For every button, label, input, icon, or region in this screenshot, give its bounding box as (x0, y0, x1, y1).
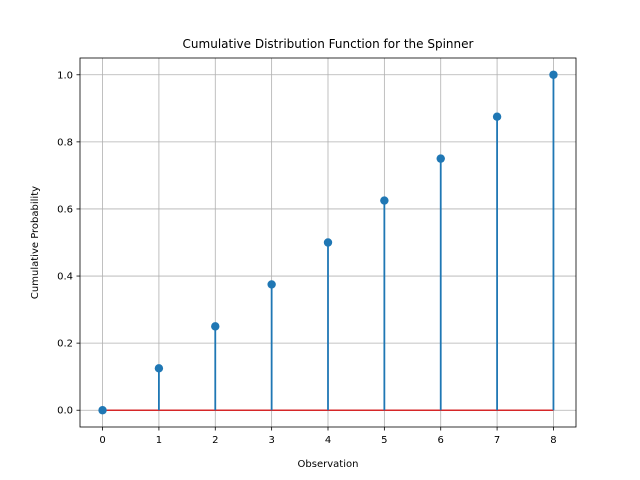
x-axis-label: Observation (298, 459, 359, 470)
x-tick-label-4: 4 (325, 435, 331, 446)
y-tick-label-3: 0.6 (57, 204, 73, 215)
markers (98, 70, 558, 415)
y-tick-label-2: 0.4 (57, 272, 73, 283)
stem-marker-3 (267, 280, 276, 289)
x-tick-label-6: 6 (438, 435, 444, 446)
stem-marker-5 (380, 196, 389, 205)
y-tick-label-1: 0.2 (57, 339, 73, 350)
stem-marker-8 (549, 70, 558, 79)
stem-marker-7 (492, 112, 502, 121)
x-tick-label-0: 0 (99, 435, 105, 446)
x-tick-label-8: 8 (550, 435, 556, 446)
x-ticks: 0 1 2 3 4 5 6 7 8 (99, 427, 557, 446)
y-ticks: 0.0 0.2 0.4 0.6 0.8 1.0 (57, 70, 80, 417)
x-tick-label-5: 5 (381, 435, 387, 446)
x-tick-label-2: 2 (212, 435, 218, 446)
y-tick-label-4: 0.8 (57, 137, 73, 148)
stem-marker-4 (323, 238, 333, 247)
stem-marker-1 (154, 364, 164, 373)
y-tick-label-0: 0.0 (57, 406, 73, 417)
stem-marker-0 (98, 406, 107, 415)
x-tick-label-7: 7 (494, 435, 500, 446)
chart-title: Cumulative Distribution Function for the… (183, 37, 474, 51)
y-tick-label-5: 1.0 (57, 70, 73, 81)
x-tick-label-1: 1 (156, 435, 162, 446)
x-tick-label-3: 3 (268, 435, 274, 446)
stem-marker-6 (436, 154, 445, 163)
stems (158, 74, 555, 411)
stem-marker-2 (211, 322, 220, 331)
y-axis-label: Cumulative Probability (30, 186, 41, 299)
